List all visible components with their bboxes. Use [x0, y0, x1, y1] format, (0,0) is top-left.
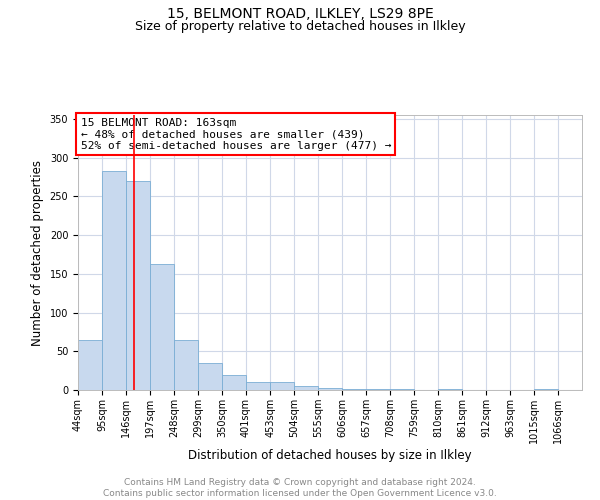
- Bar: [270, 382, 294, 390]
- Bar: [318, 388, 342, 390]
- Bar: [294, 386, 318, 390]
- Bar: [222, 374, 246, 390]
- Bar: [174, 340, 198, 390]
- X-axis label: Distribution of detached houses by size in Ilkley: Distribution of detached houses by size …: [188, 448, 472, 462]
- Bar: [246, 382, 270, 390]
- Bar: [534, 389, 558, 390]
- Bar: [102, 171, 126, 390]
- Bar: [582, 389, 600, 390]
- Bar: [198, 363, 222, 390]
- Bar: [390, 389, 414, 390]
- Bar: [342, 389, 366, 390]
- Text: 15 BELMONT ROAD: 163sqm
← 48% of detached houses are smaller (439)
52% of semi-d: 15 BELMONT ROAD: 163sqm ← 48% of detache…: [80, 118, 391, 151]
- Y-axis label: Number of detached properties: Number of detached properties: [31, 160, 44, 346]
- Bar: [126, 181, 150, 390]
- Text: Size of property relative to detached houses in Ilkley: Size of property relative to detached ho…: [134, 20, 466, 33]
- Bar: [150, 264, 174, 390]
- Bar: [78, 340, 102, 390]
- Bar: [366, 389, 390, 390]
- Bar: [438, 389, 462, 390]
- Text: 15, BELMONT ROAD, ILKLEY, LS29 8PE: 15, BELMONT ROAD, ILKLEY, LS29 8PE: [167, 8, 433, 22]
- Text: Contains HM Land Registry data © Crown copyright and database right 2024.
Contai: Contains HM Land Registry data © Crown c…: [103, 478, 497, 498]
